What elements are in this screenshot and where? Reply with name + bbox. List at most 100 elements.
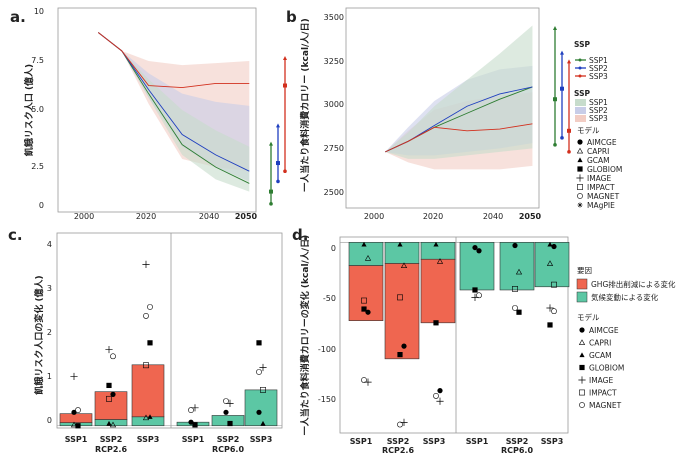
b-legend-capri-marker: [576, 147, 584, 154]
d-ytick: -150: [318, 395, 336, 404]
pc-point-tri-open-2: [142, 414, 150, 421]
b-legend-gcam: GCAM: [587, 156, 610, 165]
b-legend-ssp2-dot: [578, 66, 582, 70]
pa-range-median-ssp2: [276, 161, 280, 166]
b-legend-magnet-marker: [577, 193, 583, 199]
a-ytick: 5.0: [31, 105, 44, 114]
pc-point-circle-open-3: [188, 407, 194, 413]
c-group-rcp60: RCP6.0: [212, 445, 245, 454]
pc-point-tri-open-1: [109, 421, 117, 428]
b-legend-aimcge: AIMCGE: [587, 138, 617, 147]
d-legend-magnet: MAGNET: [589, 401, 622, 410]
pa-range-min-ssp3: [283, 169, 287, 173]
b-legend-ssp2: SSP2: [589, 64, 608, 73]
d-ytick: -100: [318, 345, 336, 354]
pc-point-plus-1: [105, 345, 113, 354]
pc-point-plus-3: [191, 404, 199, 412]
pd-point-tri-open-0: [364, 254, 372, 261]
c-ytick: 1: [47, 372, 52, 381]
d-xtick-ssp2-b: SSP2: [506, 437, 529, 446]
pd-bar-ghg-2: [420, 258, 456, 324]
b-series-lines: [385, 86, 533, 153]
d-xtick-ssp1-b: SSP1: [466, 437, 489, 446]
b-legend-band-title: SSP: [574, 89, 590, 98]
b-legend-image-marker: [576, 174, 584, 182]
pd-bar-ghg-1: [384, 263, 420, 360]
pd-point-plus-3: [471, 293, 479, 301]
b-legend-globiom-marker: [577, 166, 583, 172]
c-xtick-ssp3: SSP3: [137, 435, 160, 444]
pa-range-max-ssp3: [283, 56, 287, 60]
b-legend-ssp3-dot: [578, 74, 582, 78]
d-legend-factor-title: 要因: [577, 266, 592, 275]
pd-point-tri-1: [397, 241, 403, 247]
panel-d-bar-chart: -150 -100 -50 0 SSP1 SSP2 SSP3 SSP1 SSP2…: [318, 236, 570, 455]
c-ytick: 0: [47, 416, 52, 425]
a-2050-ranges: [269, 56, 287, 206]
b-legend-ssp1-dot: [578, 58, 582, 62]
pd-point-dot-3: [472, 244, 478, 251]
a-ylabel: 飢餓リスク人口 (億人): [23, 64, 35, 157]
d-xtick-ssp1: SSP1: [350, 437, 373, 446]
pb-range-max-ssp1: [553, 26, 557, 31]
panel-label-a: a.: [10, 8, 26, 26]
b-xtick: 2000: [364, 212, 384, 221]
a-series-lines: [97, 32, 250, 184]
d-ylabel: 一人当たり食料消費カロリーの変化 (kcal/人/日): [299, 235, 311, 435]
pc-point-circle-open-4: [223, 398, 229, 405]
d-legend-ghg-label: GHG排出削減による変化: [591, 279, 676, 289]
pd-point-square-open-5: [551, 281, 557, 288]
pc-point-circle-open-0: [75, 407, 81, 413]
b-ytick: 3250: [324, 57, 344, 66]
pc-point-tri-5: [260, 420, 266, 426]
b-uncertainty-bands: [385, 25, 533, 170]
pc-point-square-3: [192, 422, 198, 428]
d-group-rcp26: RCP2.6: [382, 446, 415, 455]
a-xtick: 2020: [136, 212, 156, 221]
pc-point-tri-2: [147, 414, 153, 419]
a-plot-frame: [57, 7, 257, 213]
b-legend-ssp-title: SSP: [574, 40, 590, 49]
pd-point-tri-5: [547, 241, 553, 247]
pc-bar-climate-5: [244, 389, 278, 427]
pc-point-dot-1: [110, 391, 116, 397]
pd-point-dot-5: [551, 243, 557, 250]
pc-point-square-4: [227, 420, 233, 427]
a-ytick: 10: [34, 7, 44, 16]
d-legend-globiom-marker: [579, 364, 585, 371]
b-legend-band-ssp2: SSP2: [589, 106, 608, 115]
pd-point-square-3: [472, 287, 478, 293]
pc-point-plus-2: [142, 260, 150, 268]
pd-point-circle-open-4: [512, 305, 518, 311]
d-legend-gcam-marker: [579, 352, 585, 358]
d-legend-impact-marker: [579, 389, 585, 396]
pa-range-min-ssp1: [269, 202, 273, 206]
pb-range-min-ssp3: [567, 150, 571, 154]
b-legend-impact: IMPACT: [587, 183, 615, 192]
pd-point-square-2: [433, 320, 439, 326]
pd-point-dot-3: [476, 248, 482, 254]
d-legend-ghg-swatch: [576, 278, 588, 290]
pd-bar-climate-4: [499, 241, 535, 291]
a-ytick: 2.5: [31, 162, 44, 171]
d-model-points: [361, 241, 557, 428]
b-legend: SSP SSP1 SSP2 SSP3 SSP SSP1 SSP2 SSP3 モデ…: [574, 40, 622, 210]
c-ytick: 3: [47, 284, 52, 293]
panel-label-b: b: [286, 8, 297, 26]
pc-bar-ghg-0: [59, 413, 93, 423]
pd-point-tri-0: [361, 241, 367, 247]
d-legend-climate-label: 気候変動による変化: [591, 292, 659, 302]
d-bars: [340, 241, 570, 360]
pd-point-square-open-4: [512, 286, 518, 292]
pc-point-square-open-2: [143, 362, 149, 369]
a-xtick: 2040: [199, 212, 219, 221]
d-legend-impact: IMPACT: [589, 389, 617, 398]
pd-point-dot-0: [365, 309, 371, 315]
a-xtick: 2050: [235, 212, 258, 221]
pd-point-tri-open-5: [546, 260, 554, 266]
pa-range-max-ssp2: [276, 123, 280, 128]
c-plot-frame: [56, 232, 283, 429]
b-legend-magpie: MAgPIE: [587, 201, 615, 210]
d-legend-image: IMAGE: [589, 376, 613, 385]
b-plot-frame: [345, 7, 540, 209]
